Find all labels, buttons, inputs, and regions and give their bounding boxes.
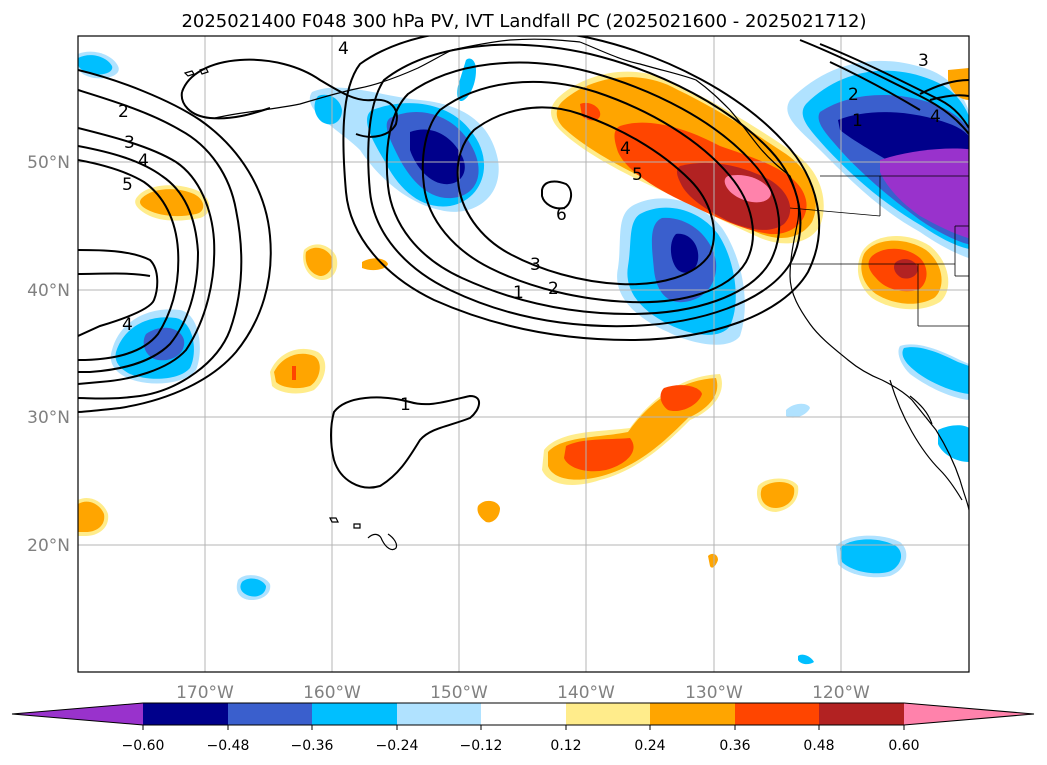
- negative-anomaly-northwest-canada: [787, 60, 969, 259]
- colorbar-segment: [397, 703, 481, 725]
- contour-label: 5: [122, 175, 133, 195]
- colorbar-ticks: [142, 725, 905, 730]
- contour-label: 6: [556, 205, 567, 225]
- colorbar-segment: [735, 703, 819, 725]
- contour-label: 4: [930, 107, 941, 127]
- colorbar-tick-label: 0.24: [634, 738, 665, 754]
- contour-labels: 1 1 2 2 3 3 3 4 4 4 4 5 5 6 1 2 4: [118, 39, 941, 415]
- colorbar-tick-label: 0.36: [719, 738, 750, 754]
- lat-label-30n: 30°N: [27, 408, 70, 428]
- contour-label: 2: [548, 279, 559, 299]
- contour-label: 5: [632, 165, 643, 185]
- colorbar-segment: [481, 703, 566, 725]
- map-frame: [77, 35, 970, 673]
- negative-anomaly-gulf-of-alaska: [309, 87, 499, 212]
- contour-label: 3: [124, 133, 135, 153]
- lon-label-140w: 140°W: [557, 683, 615, 703]
- colorbar-segment: [143, 703, 228, 725]
- contour-label: 1: [400, 395, 411, 415]
- contour-label: 4: [122, 315, 133, 335]
- colorbar-tick-label: −0.36: [291, 738, 334, 754]
- contour-label: 2: [118, 102, 129, 122]
- colorbar-segment: [312, 703, 397, 725]
- filled-anomalies: [78, 51, 969, 665]
- lon-label-160w: 160°W: [303, 683, 361, 703]
- colorbar-extend-max: [904, 703, 1034, 725]
- colorbar-segment: [650, 703, 735, 725]
- lat-label-20n: 20°N: [27, 536, 70, 556]
- pv-contours: [78, 36, 969, 489]
- contour-label: 2: [848, 85, 859, 105]
- contour-label: 1: [513, 283, 524, 303]
- lon-label-120w: 120°W: [812, 683, 870, 703]
- lon-label-170w: 170°W: [176, 683, 234, 703]
- colorbar-tick-label: 0.48: [803, 738, 834, 754]
- colorbar-tick-label: −0.60: [122, 738, 165, 754]
- lat-label-40n: 40°N: [27, 281, 70, 301]
- positive-anomaly-pacific-northwest: [551, 71, 824, 244]
- contour-label: 3: [530, 255, 541, 275]
- colorbar-segment: [819, 703, 904, 725]
- positive-anomaly-small-2: [362, 258, 388, 271]
- lon-label-130w: 130°W: [685, 683, 743, 703]
- colorbar-segment: [566, 703, 650, 725]
- contour-label: 4: [338, 39, 349, 59]
- contour-label: 4: [620, 139, 631, 159]
- colorbar-tick-label: 0.60: [888, 738, 919, 754]
- lat-label-50n: 50°N: [27, 153, 70, 173]
- contour-label: 4: [138, 151, 149, 171]
- contour-label: 1: [852, 111, 863, 131]
- map-title: 2025021400 F048 300 hPa PV, IVT Landfall…: [181, 11, 866, 32]
- small-anomaly-blobs: [78, 58, 969, 665]
- colorbar-tick-label: −0.12: [460, 738, 503, 754]
- colorbar-tick-label: −0.24: [376, 738, 419, 754]
- latitude-labels: 50°N 40°N 30°N 20°N: [27, 153, 70, 556]
- state-borders: [789, 175, 969, 327]
- lon-label-150w: 150°W: [430, 683, 488, 703]
- contour-label: 3: [918, 51, 929, 71]
- map-panel: 1 1 2 2 3 3 3 4 4 4 4 5 5 6 1 2 4: [77, 35, 970, 673]
- colorbar-extend-min: [12, 703, 143, 725]
- positive-anomaly-subtropical: [542, 374, 722, 485]
- gridlines: [78, 36, 969, 672]
- longitude-labels: 170°W 160°W 150°W 140°W 130°W 120°W: [176, 683, 870, 703]
- colorbar: −0.60 −0.48 −0.36 −0.24 −0.12 0.12 0.24 …: [11, 702, 1035, 754]
- positive-anomaly-small-1: [303, 244, 338, 280]
- colorbar-segment: [228, 703, 312, 725]
- colorbar-tick-label: −0.48: [207, 738, 250, 754]
- positive-anomaly-small-3: [270, 348, 326, 394]
- positive-anomaly-great-basin: [857, 235, 949, 310]
- colorbar-tick-label: 0.12: [550, 738, 581, 754]
